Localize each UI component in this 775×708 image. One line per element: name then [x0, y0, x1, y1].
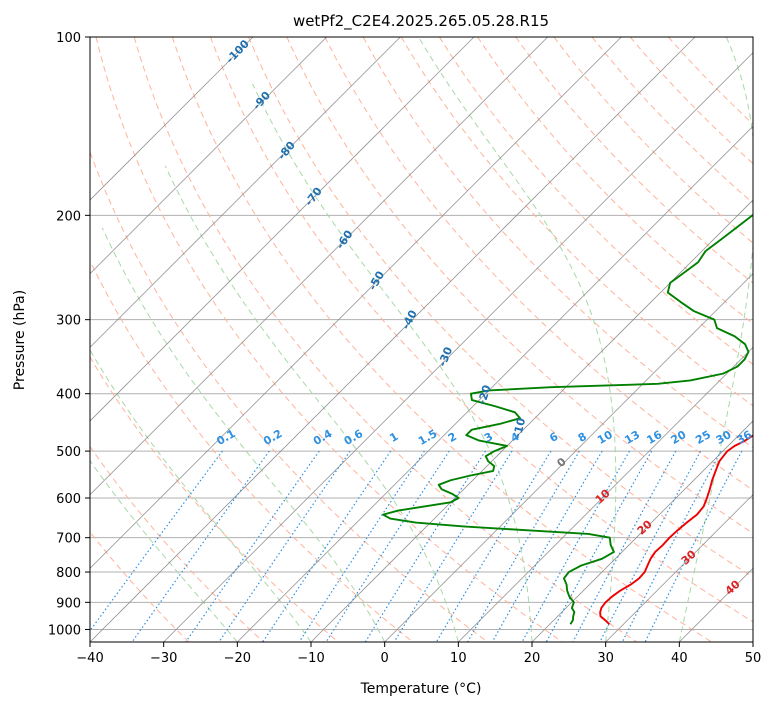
x-tick-label: 50: [745, 651, 762, 666]
dry-adiabat-line: [324, 37, 753, 491]
dry-adiabat-line: [210, 37, 753, 623]
isotherm-line: [90, 37, 401, 348]
dry-adiabat-label: -10: [511, 416, 529, 439]
dry-adiabat-line: [591, 37, 753, 204]
x-tick-label: 30: [597, 651, 614, 666]
x-tick-label: −40: [76, 651, 103, 666]
temperature-profile: [599, 434, 753, 625]
x-tick-label: 0: [381, 651, 389, 666]
moist-adiabat-line: [90, 459, 238, 642]
y-tick-label: 400: [56, 388, 81, 403]
x-tick-label: 40: [671, 651, 688, 666]
mixing-ratio-line: [185, 450, 320, 642]
x-axis-label: Temperature (°C): [360, 681, 482, 697]
moist-adiabat-line: [101, 227, 386, 642]
y-tick-label: 800: [56, 566, 81, 581]
mixing-ratio-line: [621, 450, 722, 642]
y-axis-label: Pressure (hPa): [12, 290, 28, 390]
mixing-ratio-line: [491, 450, 603, 642]
dry-adiabat-line: [90, 356, 339, 642]
plot-frame: [89, 36, 754, 643]
isotherm-line: [605, 494, 753, 642]
axes-layer: −40 −30 −20 −10 0 10 20 30 40 50 100 200 300 400 500 60…: [48, 31, 761, 666]
x-tick-label: −30: [150, 651, 177, 666]
y-tick-label: 500: [56, 445, 81, 460]
dry-adiabat-line: [133, 37, 638, 642]
x-tick-label: −20: [224, 651, 251, 666]
dry-adiabat-line: [400, 37, 753, 407]
isotherm-line: [90, 37, 622, 569]
dry-adiabat-line: [553, 37, 753, 244]
isotherm-line: [90, 37, 254, 201]
isotherm-line: [384, 273, 753, 642]
moist-adiabat-line: [252, 83, 533, 642]
x-tick-label: 20: [524, 651, 541, 666]
isotherm-line: [90, 37, 475, 422]
y-tick-label: 100: [56, 31, 81, 46]
moist-adiabat-line: [678, 37, 753, 642]
isotherm-line: [458, 346, 753, 642]
y-tick-label: 900: [56, 596, 81, 611]
plot-area: [90, 37, 753, 642]
isotherm-line: [90, 37, 548, 496]
mixing-ratio-line: [218, 450, 351, 642]
dewpoint-profile: [382, 213, 753, 625]
y-tick-label: 1000: [48, 623, 81, 638]
dry-adiabat-label: -20: [475, 383, 494, 406]
dry-adiabat-line: [95, 37, 563, 642]
y-tick-label: 700: [56, 532, 81, 547]
mixing-ratio-line: [466, 450, 580, 642]
mixing-ratio-line: [545, 450, 653, 642]
y-tick-label: 200: [56, 209, 81, 224]
mixing-ratio-line: [393, 450, 513, 642]
x-tick-label: 10: [450, 651, 467, 666]
isotherm-line: [531, 420, 753, 642]
mixing-ratio-line: [364, 450, 486, 642]
isotherm-line: [237, 125, 753, 642]
dry-adiabat-line: [90, 259, 414, 642]
dry-adiabat-line: [90, 445, 264, 642]
isotherm-line: [163, 52, 753, 642]
chart-title: wetPf2_C2E4.2025.265.05.28.R15: [293, 12, 549, 31]
y-tick-label: 600: [56, 492, 81, 507]
y-tick-label: 300: [56, 314, 81, 329]
dry-adiabat-line: [439, 37, 753, 366]
isotherm-line: [310, 199, 753, 642]
dry-adiabat-line: [248, 37, 753, 578]
moist-adiabat-line: [418, 37, 617, 642]
dry-adiabat-line: [171, 37, 712, 642]
isotherm-line: [90, 37, 696, 642]
mixing-ratio-line: [521, 450, 631, 642]
mixing-ratio-line: [599, 450, 702, 642]
moist-adiabat-line: [164, 165, 459, 642]
mixing-ratio-line: [572, 450, 677, 642]
mixing-ratio-line: [435, 450, 552, 642]
dry-adiabat-line: [286, 37, 753, 534]
mixing-ratio-line: [131, 450, 270, 642]
x-tick-label: −10: [297, 651, 324, 666]
isotherm-line: [90, 37, 327, 275]
